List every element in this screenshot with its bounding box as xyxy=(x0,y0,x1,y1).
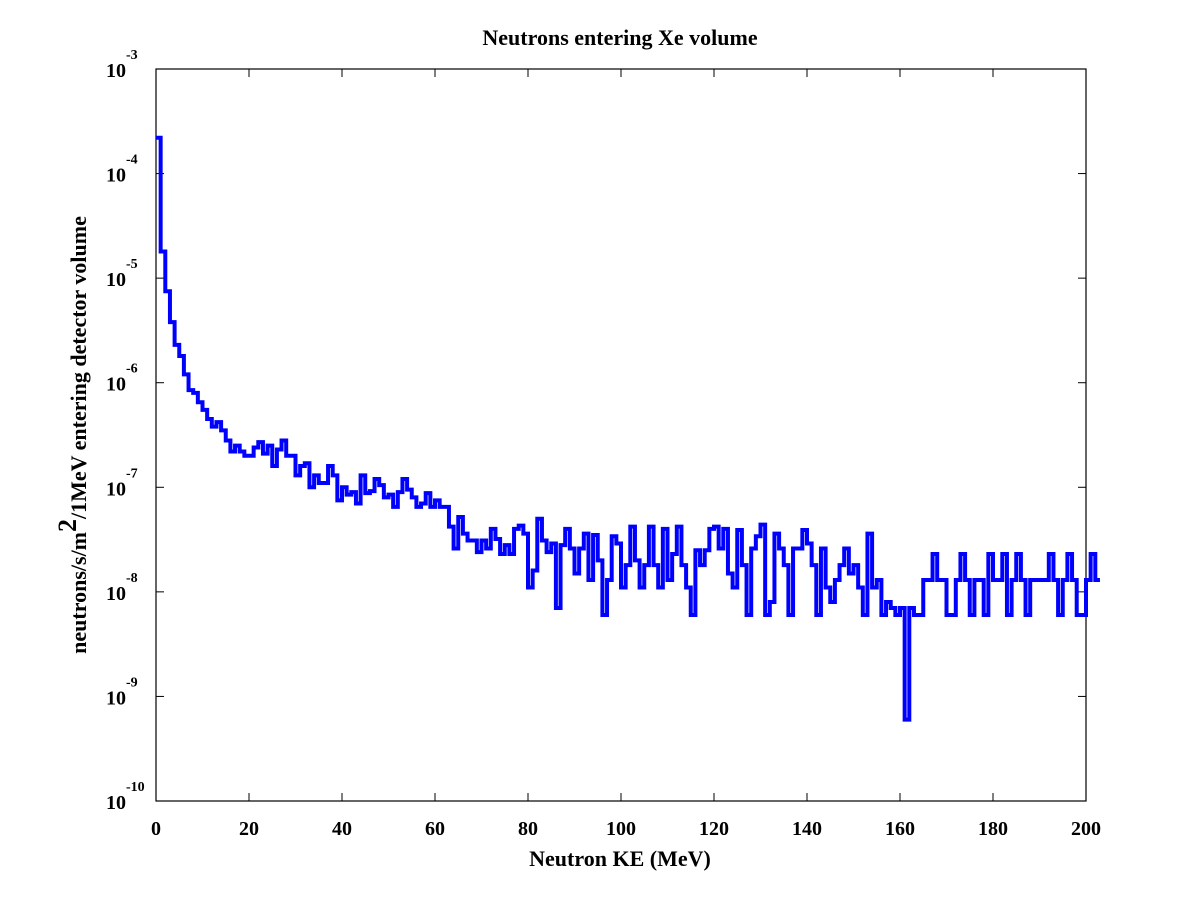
y-tick-label-exponent: -4 xyxy=(126,153,138,168)
y-tick-label-base: 10 xyxy=(106,687,126,709)
y-axis-label: neutrons/s/m2/1MeV entering detector vol… xyxy=(53,216,91,654)
y-axis-label-part2: /1MeV entering detector volume xyxy=(66,216,91,520)
x-axis: 0 20 40 60 80 100 120 140 160 180 200 xyxy=(151,69,1101,840)
y-tick-label-base: 10 xyxy=(106,583,126,605)
x-tick-label: 200 xyxy=(1071,818,1101,840)
y-axis-label-superscript: 2 xyxy=(53,519,82,532)
x-tick-label: 120 xyxy=(699,818,729,840)
x-tick-label: 20 xyxy=(239,818,259,840)
y-axis-label-part1: neutrons/s/m xyxy=(66,532,91,654)
x-tick-label: 100 xyxy=(606,818,636,840)
x-tick-label: 0 xyxy=(151,818,161,840)
y-tick-label-exponent: -5 xyxy=(126,257,138,272)
plot-area-frame xyxy=(155,68,1087,802)
y-axis: 10-310-410-510-610-710-810-910-10 xyxy=(106,48,1086,814)
y-tick-label-base: 10 xyxy=(106,374,126,396)
x-tick-label: 60 xyxy=(425,818,445,840)
y-tick-label-exponent: -7 xyxy=(126,466,138,481)
x-tick-label: 180 xyxy=(978,818,1008,840)
y-tick-label-exponent: -8 xyxy=(126,571,138,586)
y-tick-label-exponent: -10 xyxy=(126,780,145,795)
chart-title: Neutrons entering Xe volume xyxy=(482,25,757,50)
y-tick-label-exponent: -3 xyxy=(126,48,138,63)
y-tick-label-exponent: -9 xyxy=(126,675,138,690)
y-tick-label-base: 10 xyxy=(106,269,126,291)
y-tick-label-base: 10 xyxy=(106,60,126,82)
y-tick-label-exponent: -6 xyxy=(126,362,138,377)
series-line xyxy=(156,135,1100,722)
x-tick-label: 160 xyxy=(885,818,915,840)
y-tick-label-base: 10 xyxy=(106,478,126,500)
x-tick-label: 40 xyxy=(332,818,352,840)
x-axis-label: Neutron KE (MeV) xyxy=(529,846,711,871)
y-tick-label-base: 10 xyxy=(106,792,126,814)
x-tick-label: 80 xyxy=(518,818,538,840)
x-tick-label: 140 xyxy=(792,818,822,840)
y-tick-label-base: 10 xyxy=(106,165,126,187)
